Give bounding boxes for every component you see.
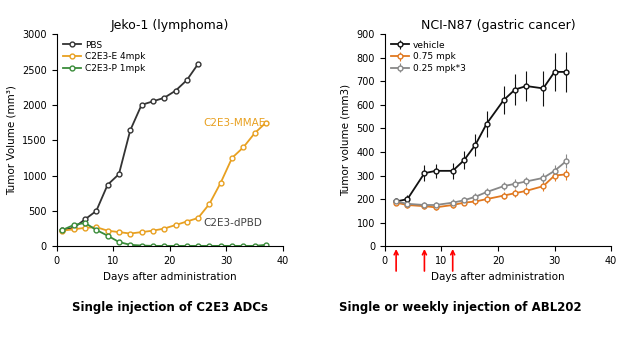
- PBS: [183, 78, 191, 82]
- PBS: [59, 228, 66, 232]
- C2E3-P 1mpk: [228, 244, 236, 248]
- C2E3-E 4mpk: [104, 229, 112, 233]
- C2E3-P 1mpk: [59, 228, 66, 232]
- C2E3-P 1mpk: [149, 244, 157, 248]
- C2E3-E 4mpk: [262, 120, 270, 124]
- PBS: [127, 128, 134, 132]
- Line: PBS: PBS: [60, 62, 200, 233]
- C2E3-P 1mpk: [127, 243, 134, 247]
- C2E3-P 1mpk: [93, 228, 100, 232]
- C2E3-E 4mpk: [93, 225, 100, 229]
- Legend: vehicle, 0.75 mpk, 0.25 mpk*3: vehicle, 0.75 mpk, 0.25 mpk*3: [389, 39, 467, 75]
- PBS: [70, 226, 77, 230]
- PBS: [138, 103, 146, 107]
- Y-axis label: Tumor Volume (mm³): Tumor Volume (mm³): [7, 85, 16, 195]
- C2E3-E 4mpk: [70, 227, 77, 231]
- C2E3-P 1mpk: [81, 221, 89, 225]
- C2E3-E 4mpk: [228, 156, 236, 160]
- C2E3-P 1mpk: [161, 244, 168, 248]
- C2E3-E 4mpk: [194, 216, 202, 220]
- PBS: [81, 217, 89, 221]
- C2E3-E 4mpk: [239, 145, 247, 149]
- C2E3-E 4mpk: [161, 226, 168, 231]
- C2E3-E 4mpk: [172, 223, 180, 227]
- C2E3-E 4mpk: [251, 131, 258, 135]
- X-axis label: Days after administration: Days after administration: [431, 272, 564, 281]
- C2E3-P 1mpk: [172, 244, 180, 248]
- C2E3-E 4mpk: [217, 181, 224, 185]
- C2E3-P 1mpk: [104, 234, 112, 238]
- C2E3-E 4mpk: [127, 232, 134, 236]
- C2E3-E 4mpk: [138, 230, 146, 234]
- PBS: [93, 209, 100, 213]
- C2E3-P 1mpk: [70, 223, 77, 227]
- C2E3-P 1mpk: [217, 244, 224, 248]
- C2E3-E 4mpk: [149, 229, 157, 233]
- C2E3-P 1mpk: [138, 244, 146, 248]
- C2E3-P 1mpk: [183, 244, 191, 248]
- Text: C2E3-MMAE: C2E3-MMAE: [203, 118, 266, 128]
- Line: C2E3-E 4mpk: C2E3-E 4mpk: [60, 120, 268, 236]
- PBS: [104, 183, 112, 187]
- Text: C2E3-dPBD: C2E3-dPBD: [203, 219, 263, 228]
- Title: NCI-N87 (gastric cancer): NCI-N87 (gastric cancer): [421, 19, 575, 32]
- Y-axis label: Tumor volume (mm3): Tumor volume (mm3): [341, 84, 351, 196]
- PBS: [149, 99, 157, 103]
- C2E3-E 4mpk: [59, 229, 66, 233]
- C2E3-E 4mpk: [115, 230, 123, 234]
- C2E3-E 4mpk: [205, 202, 213, 206]
- Text: Single or weekly injection of ABL202: Single or weekly injection of ABL202: [338, 301, 581, 314]
- Line: C2E3-P 1mpk: C2E3-P 1mpk: [60, 221, 268, 248]
- PBS: [172, 89, 180, 93]
- C2E3-P 1mpk: [239, 244, 247, 248]
- C2E3-P 1mpk: [205, 244, 213, 248]
- PBS: [194, 62, 202, 66]
- C2E3-P 1mpk: [194, 244, 202, 248]
- C2E3-E 4mpk: [183, 220, 191, 224]
- Title: Jeko-1 (lymphoma): Jeko-1 (lymphoma): [111, 19, 229, 32]
- PBS: [161, 96, 168, 100]
- C2E3-P 1mpk: [262, 243, 270, 247]
- X-axis label: Days after administration: Days after administration: [103, 272, 237, 281]
- Legend: PBS, C2E3-E 4mpk, C2E3-P 1mpk: PBS, C2E3-E 4mpk, C2E3-P 1mpk: [61, 39, 147, 75]
- C2E3-P 1mpk: [251, 244, 258, 248]
- PBS: [115, 172, 123, 176]
- C2E3-P 1mpk: [115, 240, 123, 244]
- Text: Single injection of C2E3 ADCs: Single injection of C2E3 ADCs: [72, 301, 268, 314]
- C2E3-E 4mpk: [81, 226, 89, 230]
